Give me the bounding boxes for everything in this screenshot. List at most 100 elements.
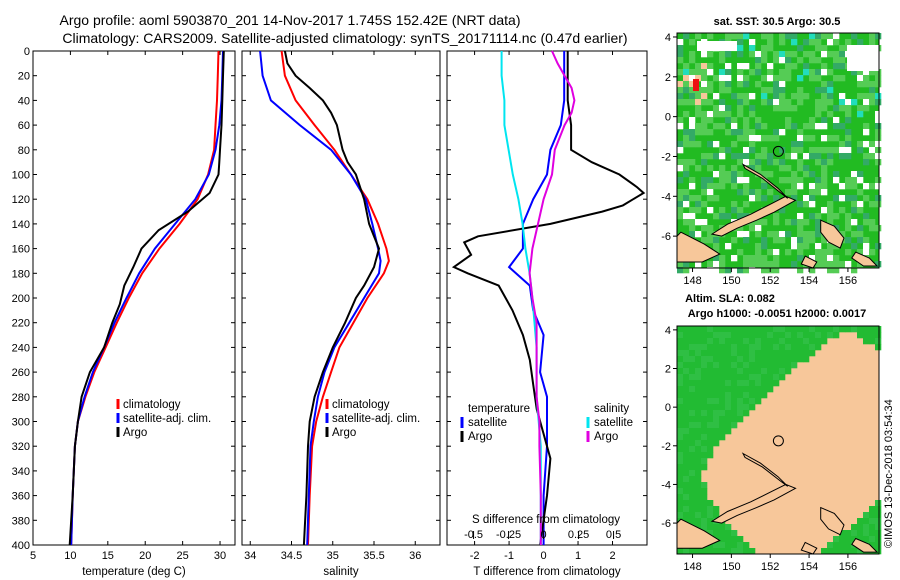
x-axis-label: salinity bbox=[323, 566, 358, 578]
map-cell bbox=[713, 93, 720, 100]
map-cell bbox=[761, 243, 768, 250]
map-cell bbox=[689, 159, 696, 166]
map-cell bbox=[803, 237, 810, 244]
map-cell bbox=[875, 332, 882, 339]
map-cell bbox=[749, 93, 756, 100]
map-cell bbox=[845, 117, 852, 124]
map-cell bbox=[689, 57, 696, 64]
map-cell bbox=[761, 332, 768, 339]
y-tick-label: 200 bbox=[12, 293, 30, 305]
map-cell bbox=[719, 51, 726, 58]
map-cell bbox=[821, 33, 828, 40]
map-cell bbox=[683, 482, 690, 489]
map-cell bbox=[827, 159, 834, 166]
map-cell bbox=[743, 81, 750, 88]
map-cell bbox=[767, 356, 774, 363]
map-x-tick-label: 156 bbox=[839, 561, 857, 573]
map-cell bbox=[683, 201, 690, 208]
map-cell bbox=[731, 123, 738, 130]
map-cell bbox=[815, 261, 822, 268]
map-cell bbox=[815, 45, 822, 52]
map-cell bbox=[737, 398, 744, 405]
map-cell bbox=[713, 524, 720, 531]
map-cell bbox=[713, 542, 720, 549]
map-cell bbox=[689, 476, 696, 483]
map-cell bbox=[815, 123, 822, 130]
map-cell bbox=[695, 69, 702, 76]
map-cell bbox=[761, 338, 768, 345]
map-cell bbox=[725, 428, 732, 435]
map-cell bbox=[707, 69, 714, 76]
map-cell bbox=[683, 518, 690, 525]
map-cell bbox=[695, 350, 702, 357]
map-cell bbox=[869, 536, 876, 543]
map-cell bbox=[755, 63, 762, 70]
map-y-tick-label: -6 bbox=[661, 518, 671, 530]
map-cell bbox=[719, 374, 726, 381]
map-cell bbox=[827, 39, 834, 46]
map-cell bbox=[815, 231, 822, 238]
map-cell bbox=[755, 117, 762, 124]
map-cell bbox=[809, 57, 816, 64]
map-cell bbox=[875, 141, 882, 148]
map-cell bbox=[725, 69, 732, 76]
map-cell bbox=[683, 189, 690, 196]
map-cell bbox=[779, 338, 786, 345]
map-cell bbox=[677, 446, 684, 453]
map-cell bbox=[857, 207, 864, 214]
map-cell bbox=[869, 225, 876, 232]
map-y-tick-label: -6 bbox=[661, 231, 671, 243]
map-cell bbox=[875, 512, 882, 519]
map-cell bbox=[677, 470, 684, 477]
map-cell bbox=[755, 392, 762, 399]
map-x-tick-label: 150 bbox=[722, 561, 740, 573]
map-cell bbox=[743, 33, 750, 40]
map-cell bbox=[821, 159, 828, 166]
map-cell bbox=[755, 165, 762, 172]
map-cell bbox=[707, 386, 714, 393]
map-cell bbox=[719, 434, 726, 441]
map-cell bbox=[821, 548, 828, 555]
map-cell bbox=[749, 159, 756, 166]
map-cell bbox=[737, 99, 744, 106]
land-island bbox=[741, 452, 789, 487]
map-cell bbox=[875, 183, 882, 190]
map-cell bbox=[857, 530, 864, 537]
map-cell bbox=[761, 380, 768, 387]
map-cell bbox=[791, 189, 798, 196]
title-line-1: Argo profile: aoml 5903870_201 14-Nov-20… bbox=[59, 12, 520, 28]
map-cell bbox=[875, 117, 882, 124]
map-cell bbox=[707, 434, 714, 441]
map-cell bbox=[743, 177, 750, 184]
map-cell bbox=[683, 458, 690, 465]
map-cell bbox=[677, 398, 684, 405]
land-island bbox=[851, 537, 879, 553]
y-tick-label: 340 bbox=[12, 466, 30, 478]
map-cell bbox=[737, 231, 744, 238]
map-cell bbox=[731, 237, 738, 244]
map-cell bbox=[761, 368, 768, 375]
map-cell bbox=[677, 207, 684, 214]
map-cell bbox=[839, 147, 846, 154]
map-cell bbox=[851, 231, 858, 238]
legend-label: climatology bbox=[123, 399, 181, 411]
map-cell bbox=[815, 177, 822, 184]
map-cell bbox=[713, 171, 720, 178]
map-sst-map: 4 2 0 -2 -4 -6 148 150 152 154 156 sat. SST: 30.5 A… bbox=[661, 16, 882, 287]
map-cell bbox=[845, 147, 852, 154]
map-cell bbox=[869, 338, 876, 345]
map-cell bbox=[725, 213, 732, 220]
map-cell bbox=[797, 129, 804, 136]
map-cell bbox=[869, 153, 876, 160]
map-cell bbox=[875, 338, 882, 345]
map-cell bbox=[683, 464, 690, 471]
map-cell bbox=[797, 57, 804, 64]
map-cell bbox=[779, 368, 786, 375]
map-cell bbox=[719, 147, 726, 154]
x2-tick-label: 0.5 bbox=[606, 529, 621, 541]
map-cell bbox=[677, 506, 684, 513]
map-cell bbox=[701, 177, 708, 184]
map-cell bbox=[779, 231, 786, 238]
map-cell bbox=[689, 356, 696, 363]
map-cell bbox=[875, 195, 882, 202]
